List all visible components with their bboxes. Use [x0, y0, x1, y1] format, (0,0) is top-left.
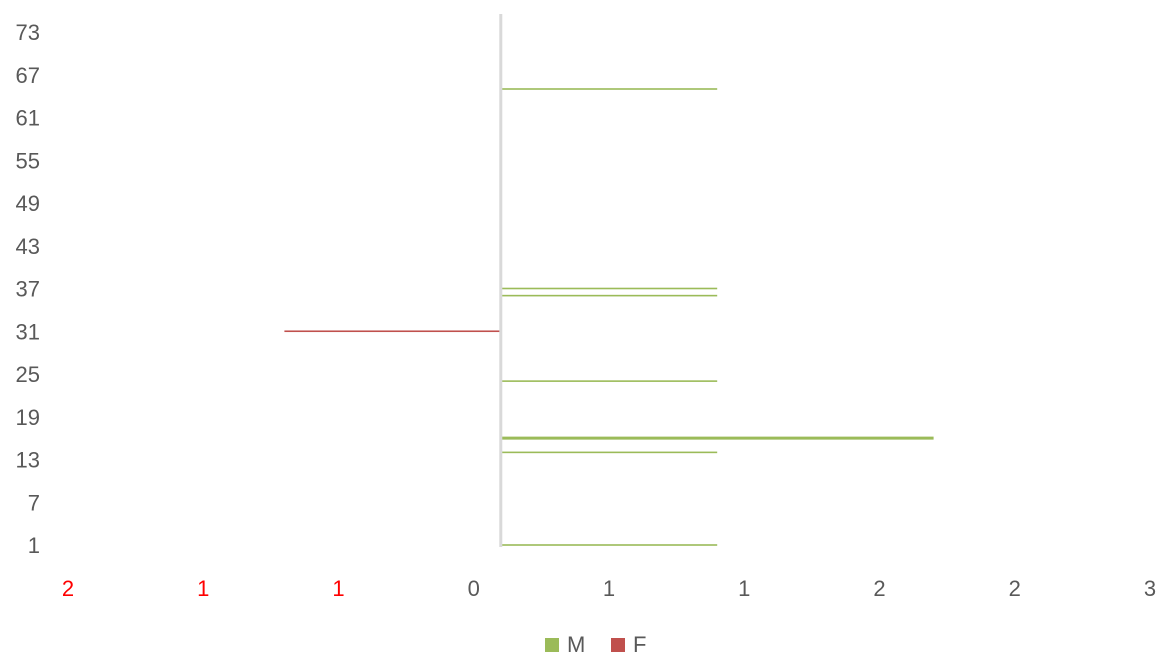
bar-m	[500, 380, 718, 382]
x-tick-label: 1	[738, 576, 750, 601]
y-tick-label: 25	[16, 362, 40, 387]
x-axis-tick-labels: 2 1 1 0 1 1 2 2 3	[62, 576, 1156, 601]
x-tick-label: 2	[62, 576, 74, 601]
x-tick-label: 1	[197, 576, 209, 601]
bar-m	[500, 544, 718, 546]
y-tick-label: 61	[16, 106, 40, 131]
x-tick-label: 2	[873, 576, 885, 601]
bar-series-group	[284, 88, 934, 546]
y-tick-label: 1	[28, 533, 40, 558]
bar-m	[500, 287, 718, 290]
x-tick-label: 3	[1144, 576, 1156, 601]
y-tick-label: 73	[16, 20, 40, 45]
bar-m	[500, 294, 718, 297]
legend-label-f: F	[633, 632, 646, 657]
y-tick-label: 67	[16, 63, 40, 88]
bar-m	[500, 88, 718, 90]
y-axis-tick-labels: 1 7 13 19 25 31 37 43 49 55 61 67 73	[16, 20, 40, 558]
legend-label-m: M	[567, 632, 585, 657]
y-tick-label: 43	[16, 234, 40, 259]
bar-m	[500, 436, 934, 440]
y-tick-label: 55	[16, 148, 40, 173]
legend-swatch-m	[545, 638, 559, 652]
y-tick-label: 13	[16, 448, 40, 473]
x-tick-label: 1	[332, 576, 344, 601]
bar-m	[500, 451, 718, 454]
x-tick-label: 0	[468, 576, 480, 601]
y-tick-label: 49	[16, 191, 40, 216]
x-tick-label: 1	[603, 576, 615, 601]
y-tick-label: 31	[16, 319, 40, 344]
y-tick-label: 19	[16, 405, 40, 430]
y-tick-label: 37	[16, 277, 40, 302]
x-tick-label: 2	[1009, 576, 1021, 601]
legend-swatch-f	[611, 638, 625, 652]
y-tick-label: 7	[28, 490, 40, 515]
bar-f	[284, 330, 501, 333]
